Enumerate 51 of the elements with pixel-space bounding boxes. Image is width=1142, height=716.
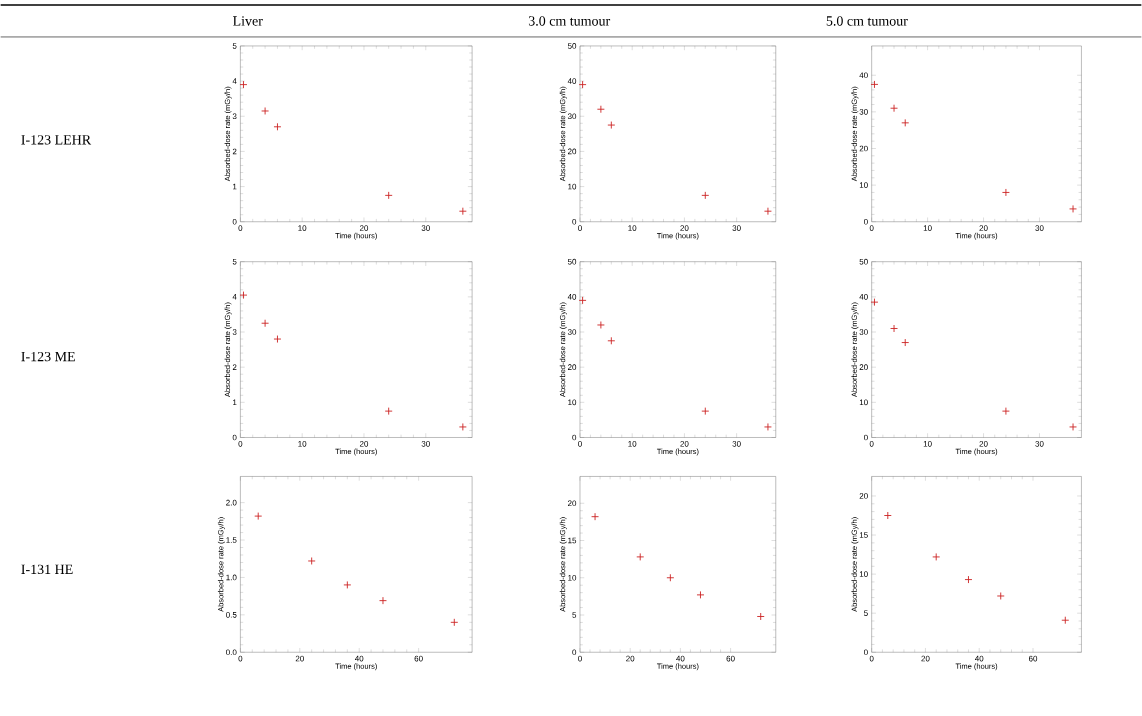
point (883, 511, 892, 520)
point (1001, 188, 1010, 197)
point (591, 512, 599, 521)
point (343, 580, 352, 589)
point (379, 596, 387, 605)
point (701, 407, 710, 415)
point (607, 336, 616, 345)
point (596, 320, 605, 329)
point (964, 575, 973, 584)
point (307, 556, 316, 565)
point (870, 80, 879, 89)
point (450, 618, 459, 627)
point (696, 590, 705, 599)
point (763, 422, 772, 431)
point (578, 296, 587, 305)
point (384, 407, 393, 415)
point (596, 105, 605, 114)
point (932, 552, 941, 561)
point (1001, 407, 1010, 415)
point (636, 552, 645, 561)
point (870, 298, 879, 306)
point (756, 612, 765, 621)
point (1069, 204, 1077, 213)
point (384, 191, 393, 200)
point (273, 335, 282, 343)
point (666, 573, 675, 582)
point (890, 324, 898, 333)
point (239, 80, 248, 89)
point (901, 338, 910, 347)
point (901, 118, 910, 127)
point (996, 591, 1005, 600)
point (763, 207, 772, 216)
text: Liver (233, 16, 263, 26)
point (578, 80, 587, 89)
point (701, 191, 710, 200)
text: 5.0 cm tumour (826, 16, 908, 26)
point (607, 121, 616, 129)
point (890, 104, 898, 113)
point (1069, 422, 1077, 431)
text: I-123 ME (21, 351, 75, 362)
point (1061, 616, 1070, 625)
text: I-131 HE (21, 564, 73, 574)
point (254, 512, 263, 520)
point (458, 422, 467, 431)
point (261, 106, 270, 115)
point (273, 122, 282, 131)
text: I-123 LEHR (21, 135, 92, 145)
point (261, 319, 270, 328)
point (239, 291, 248, 299)
point (458, 207, 467, 216)
text: 3.0 cm tumour (528, 16, 611, 26)
